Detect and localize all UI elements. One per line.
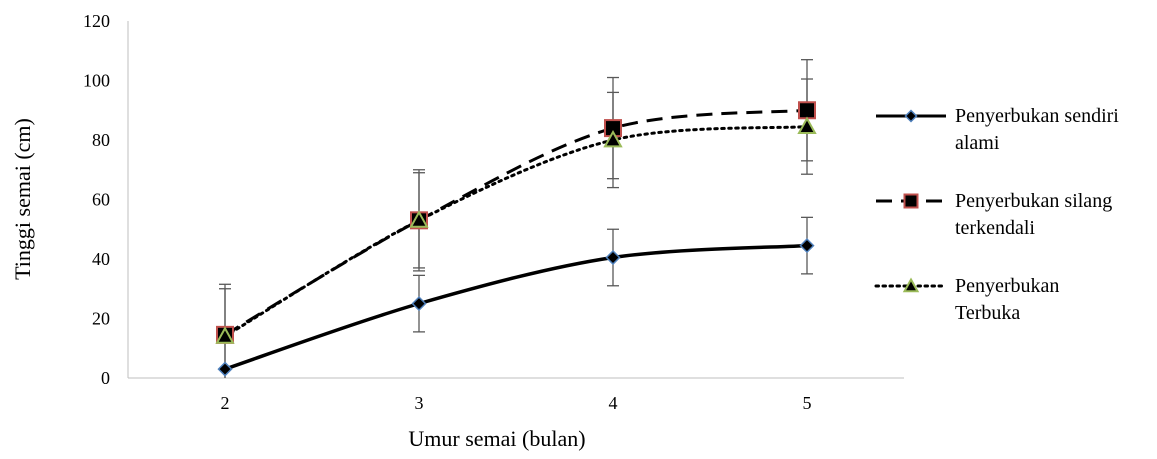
legend-label: terkendali (955, 217, 1035, 239)
square-marker (903, 193, 919, 209)
y-tick-label: 40 (92, 249, 110, 269)
diamond-marker (605, 249, 621, 266)
series-lines (223, 108, 809, 371)
series-markers (215, 101, 817, 377)
legend-label: Penyerbukan silang (955, 190, 1112, 212)
y-tick-label: 0 (101, 368, 110, 388)
x-tick-label: 5 (803, 393, 812, 413)
legend: Penyerbukan sendiri alami Penyerbukan sila… (874, 105, 1119, 324)
y-tick-label: 20 (92, 309, 110, 329)
legend-label: alami (955, 132, 1000, 154)
series-line (224, 108, 808, 337)
triangle-marker (902, 277, 920, 293)
legend-entry: Penyerbukan Terbuka (874, 275, 1059, 324)
legend-entry: Penyerbukan silang terkendali (876, 190, 1112, 239)
y-axis-title: Tinggi semai (cm) (10, 118, 35, 280)
x-tick-label: 4 (609, 393, 618, 413)
triangle-marker (603, 129, 623, 148)
axes: 0 20 40 60 80 100 120 2 3 4 5 (83, 11, 904, 413)
y-tick-label: 60 (92, 190, 110, 210)
square-marker (798, 101, 816, 120)
diamond-marker (217, 361, 233, 377)
diamond-marker (411, 296, 427, 312)
y-tick-label: 80 (92, 130, 110, 150)
triangle-marker (797, 116, 817, 135)
series-line (223, 125, 809, 338)
x-axis-title: Umur semai (bulan) (408, 426, 585, 451)
series-line (224, 243, 808, 371)
error-bars (219, 59, 813, 378)
diamond-marker (904, 109, 918, 123)
x-tick-label: 3 (415, 393, 424, 413)
x-tick-label: 2 (221, 393, 230, 413)
legend-entry: Penyerbukan sendiri alami (876, 105, 1119, 154)
triangle-marker (215, 326, 235, 344)
diamond-marker (799, 238, 815, 254)
legend-label: Penyerbukan (955, 275, 1059, 297)
legend-label: Terbuka (955, 302, 1020, 324)
y-tick-label: 100 (83, 71, 110, 91)
triangle-marker (409, 210, 429, 228)
legend-label: Penyerbukan sendiri (955, 105, 1119, 127)
y-tick-label: 120 (83, 11, 110, 31)
